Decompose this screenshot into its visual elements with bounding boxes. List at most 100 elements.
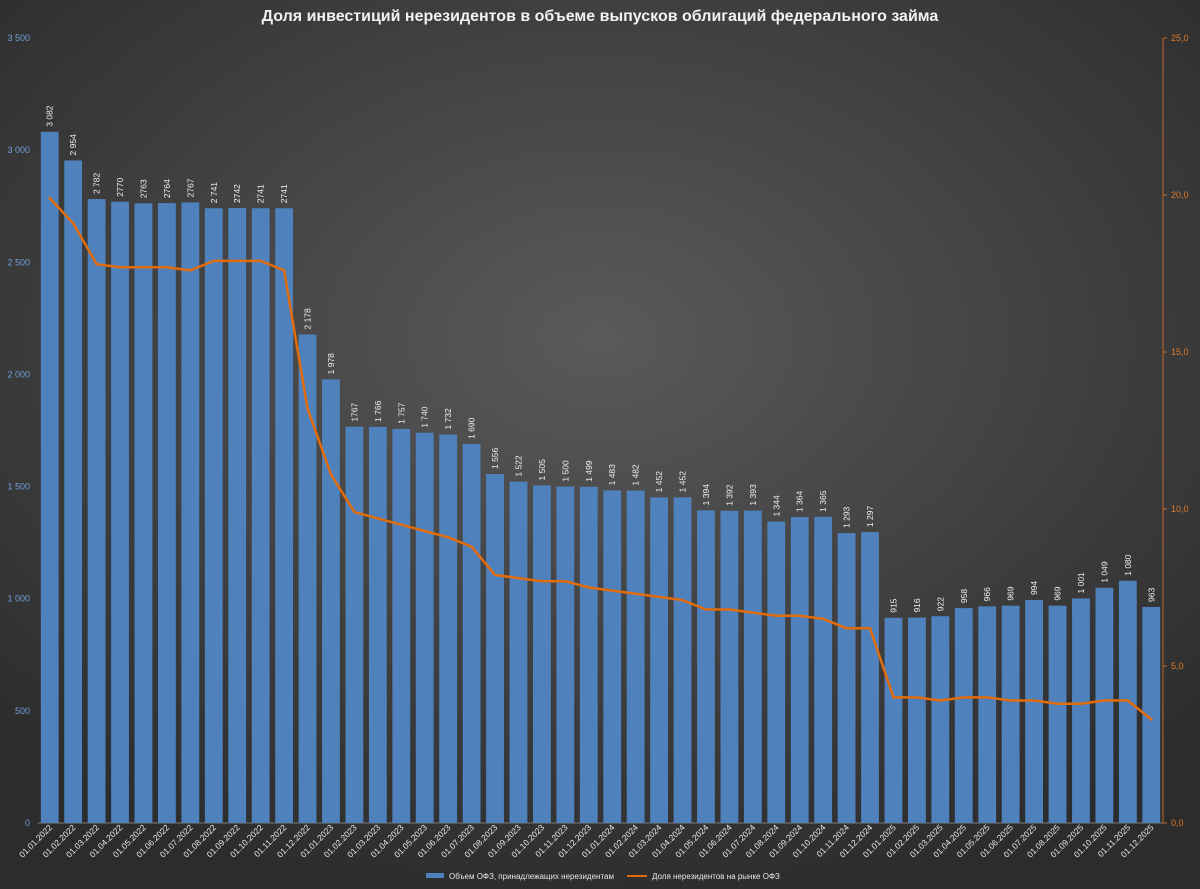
bar <box>861 532 879 823</box>
bar-data-label: 1 732 <box>443 408 453 430</box>
bar <box>1072 598 1090 823</box>
bar-data-label: 916 <box>912 598 922 612</box>
bar-data-label: 2763 <box>138 179 148 198</box>
bar <box>158 203 176 823</box>
bar-data-label: 1 483 <box>607 464 617 486</box>
bar <box>462 443 481 823</box>
right-tick-label: 10,0 <box>1171 504 1189 514</box>
bar-data-label: 1 293 <box>842 506 852 528</box>
bar-data-label: 2742 <box>232 184 242 203</box>
left-tick-label: 2 500 <box>7 257 30 267</box>
bar-data-label: 2767 <box>185 178 195 197</box>
bar-data-label: 1 505 <box>537 459 547 481</box>
bar-data-label: 1 740 <box>420 406 430 428</box>
bar <box>368 426 387 823</box>
bar-data-label: 963 <box>1146 588 1156 602</box>
bar-data-label: 2741 <box>256 184 266 203</box>
bar <box>650 497 668 823</box>
bar-data-label: 1 978 <box>326 353 336 375</box>
bar <box>486 474 504 823</box>
bar <box>603 490 622 823</box>
bar <box>626 490 645 823</box>
bar <box>579 486 598 823</box>
bar <box>954 608 973 823</box>
left-tick-label: 3 500 <box>7 33 30 43</box>
bar-data-label: 1 757 <box>396 402 406 424</box>
left-tick-label: 0 <box>25 818 30 828</box>
plot-area: 0 500 1 000 1 500 2 000 2 500 3 000 3 500 0,0 5,0… <box>7 33 1188 859</box>
legend-bar-label: Объем ОФЗ, принадлежащих нерезидентам <box>449 872 614 881</box>
bar <box>790 517 809 823</box>
bar-data-label: 1 522 <box>513 455 523 477</box>
bar-data-label: 969 <box>1053 586 1063 600</box>
bar-data-label: 2 954 <box>68 134 78 156</box>
bar <box>978 606 997 823</box>
share-line <box>48 196 1153 721</box>
bar <box>908 617 926 823</box>
bar <box>134 203 153 823</box>
bar-data-label: 1 297 <box>865 506 875 528</box>
bar <box>181 202 200 823</box>
bar-data-label: 2 741 <box>209 182 219 204</box>
bar-data-label: 1 001 <box>1076 572 1086 594</box>
bar-data-label: 2 782 <box>92 172 102 194</box>
bar <box>814 516 833 823</box>
bar-data-label: 2 178 <box>303 308 313 330</box>
bar <box>837 532 856 823</box>
bar-data-label: 1 766 <box>373 400 383 422</box>
bar-data-label: 1 049 <box>1099 561 1109 583</box>
bar <box>1025 600 1043 823</box>
bar-data-label: 1 393 <box>748 484 758 506</box>
left-tick-label: 500 <box>15 706 30 716</box>
bar-data-label: 994 <box>1029 581 1039 595</box>
bar <box>884 617 903 823</box>
bar <box>111 201 129 823</box>
bar <box>415 432 434 823</box>
bar <box>298 334 317 823</box>
bar <box>697 510 715 823</box>
bar <box>228 208 247 824</box>
bar <box>345 426 364 823</box>
bar-data-label: 966 <box>982 587 992 601</box>
bar <box>673 497 692 823</box>
bar-data-label: 1 080 <box>1123 554 1133 576</box>
bar-data-label: 1 482 <box>631 464 641 486</box>
bar-data-label: 1 452 <box>678 471 688 493</box>
bar-data-label: 3 082 <box>45 105 55 127</box>
bar <box>1095 587 1114 823</box>
bar <box>556 486 575 823</box>
bar <box>439 434 458 823</box>
bar-data-label: 1 690 <box>467 417 477 439</box>
chart-title: Доля инвестиций нерезидентов в объеме вы… <box>262 8 939 25</box>
right-tick-label: 20,0 <box>1171 190 1189 200</box>
bar <box>322 379 340 823</box>
bar-data-label: 958 <box>959 589 969 603</box>
bar-data-label: 2770 <box>115 178 125 197</box>
legend-bar-swatch <box>426 873 444 878</box>
bar-data-label: 969 <box>1006 586 1016 600</box>
bar <box>509 481 528 823</box>
right-tick-label: 0,0 <box>1171 818 1184 828</box>
bar-data-label: 915 <box>888 598 898 612</box>
right-tick-label: 5,0 <box>1171 661 1184 671</box>
bar-data-label: 2741 <box>279 184 289 203</box>
bar-data-label: 922 <box>935 597 945 611</box>
left-tick-label: 1 500 <box>7 482 30 492</box>
legend: Объем ОФЗ, принадлежащих нерезидентам До… <box>426 872 780 881</box>
bar <box>1001 605 1020 823</box>
bar <box>64 160 83 823</box>
bar-data-label: 1 364 <box>795 491 805 513</box>
bar <box>251 208 270 824</box>
bar <box>720 510 739 823</box>
left-tick-label: 3 000 <box>7 145 30 155</box>
bar <box>743 510 762 823</box>
bar-data-label: 1767 <box>349 403 359 422</box>
bar-data-label: 1 452 <box>654 471 664 493</box>
bar-data-label: 1 499 <box>584 460 594 482</box>
left-tick-label: 2 000 <box>7 369 30 379</box>
bar <box>767 521 786 823</box>
bar <box>392 428 411 823</box>
right-tick-label: 25,0 <box>1171 33 1189 43</box>
bar-data-label: 2764 <box>162 179 172 198</box>
